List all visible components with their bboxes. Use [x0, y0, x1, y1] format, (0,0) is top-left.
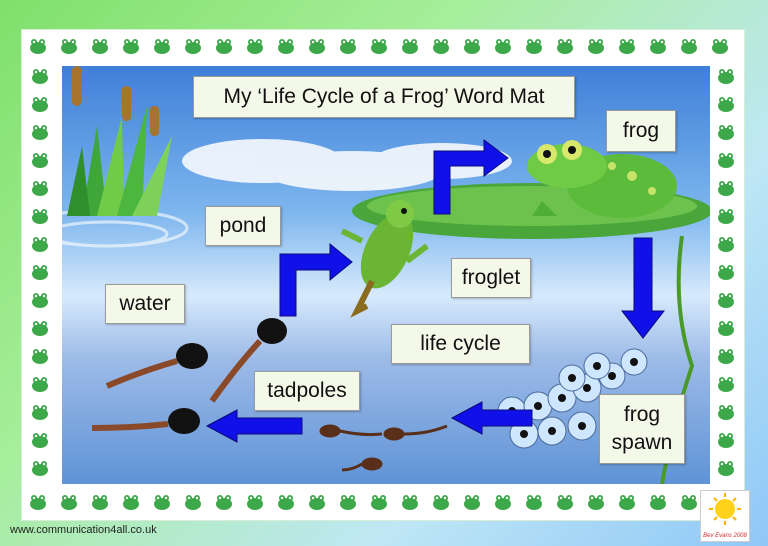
- border-frog-icon: [646, 490, 670, 514]
- border-frog-icon: [28, 288, 52, 312]
- reeds-icon: [67, 66, 172, 216]
- border-frog-icon: [243, 490, 267, 514]
- border-frog-icon: [714, 148, 738, 172]
- adult-frog-icon: [527, 140, 677, 218]
- border-frog-icon: [714, 428, 738, 452]
- arrow-spawn-to-tadpoles: [450, 401, 533, 435]
- border-frog-icon: [615, 34, 639, 58]
- sun-logo: Bev Evans 2008: [700, 490, 750, 542]
- border-frog-icon: [553, 490, 577, 514]
- page-title: My ‘Life Cycle of a Frog’ Word Mat: [193, 76, 575, 118]
- arrow-tadpoles-left: [205, 409, 303, 443]
- border-frog-icon: [708, 34, 732, 58]
- border-frog-icon: [714, 316, 738, 340]
- border-frog-icon: [150, 34, 174, 58]
- border-frog-icon: [429, 34, 453, 58]
- border-frog-icon: [714, 344, 738, 368]
- border-frog-icon: [584, 490, 608, 514]
- border-frog-icon: [714, 372, 738, 396]
- border-frog-icon: [584, 34, 608, 58]
- border-frog-icon: [714, 120, 738, 144]
- border-frog-icon: [26, 490, 50, 514]
- border-frog-icon: [28, 120, 52, 144]
- border-frog-icon: [714, 176, 738, 200]
- tadpole-icon: [91, 318, 287, 434]
- border-frog-icon: [677, 34, 701, 58]
- sun-icon: [709, 493, 741, 525]
- border-frog-icon: [429, 490, 453, 514]
- frog-spawn-icon: [497, 348, 648, 449]
- border-frog-icon: [28, 204, 52, 228]
- border-frog-icon: [28, 148, 52, 172]
- border-frog-icon: [714, 288, 738, 312]
- label-life-cycle: life cycle: [391, 324, 530, 364]
- label-froglet: froglet: [451, 258, 531, 298]
- border-frog-icon: [28, 428, 52, 452]
- border-frog-icon: [522, 34, 546, 58]
- border-frog-icon: [28, 456, 52, 480]
- border-frog-icon: [57, 34, 81, 58]
- border-frog-icon: [714, 92, 738, 116]
- border-frog-icon: [119, 490, 143, 514]
- border-frog-icon: [28, 260, 52, 284]
- border-frog-icon: [28, 232, 52, 256]
- small-tadpoles-icon: [319, 424, 448, 472]
- border-frog-icon: [88, 490, 112, 514]
- froglet-icon: [340, 200, 429, 318]
- border-frog-icon: [57, 490, 81, 514]
- border-frog-icon: [28, 92, 52, 116]
- border-frog-icon: [460, 34, 484, 58]
- border-frog-icon: [677, 490, 701, 514]
- border-frog-icon: [615, 490, 639, 514]
- border-frog-icon: [553, 34, 577, 58]
- border-frog-icon: [491, 490, 515, 514]
- border-frog-icon: [491, 34, 515, 58]
- border-frog-icon: [398, 490, 422, 514]
- border-frog-icon: [88, 34, 112, 58]
- border-frog-icon: [28, 372, 52, 396]
- border-frog-icon: [28, 316, 52, 340]
- border-frog-icon: [336, 34, 360, 58]
- border-frog-icon: [305, 34, 329, 58]
- border-frog-icon: [367, 34, 391, 58]
- border-frog-icon: [398, 34, 422, 58]
- border-frog-icon: [243, 34, 267, 58]
- border-frog-icon: [336, 490, 360, 514]
- border-frog-icon: [150, 490, 174, 514]
- border-frog-icon: [181, 490, 205, 514]
- border-frog-icon: [714, 232, 738, 256]
- border-frog-icon: [714, 260, 738, 284]
- border-frog-icon: [522, 490, 546, 514]
- border-frog-icon: [28, 400, 52, 424]
- border-frog-icon: [367, 490, 391, 514]
- scene-illustration: [62, 66, 710, 484]
- border-frog-icon: [119, 34, 143, 58]
- arrow-frog-to-spawn: [620, 237, 666, 339]
- label-pond: pond: [205, 206, 281, 246]
- border-frog-icon: [714, 456, 738, 480]
- border-frog-icon: [274, 490, 298, 514]
- border-frog-icon: [26, 34, 50, 58]
- logo-credit: Bev Evans 2008: [703, 533, 747, 539]
- border-frog-icon: [305, 490, 329, 514]
- label-frog-spawn: frog spawn: [599, 394, 685, 464]
- label-water: water: [105, 284, 185, 324]
- border-frog-icon: [274, 34, 298, 58]
- border-frog-icon: [714, 400, 738, 424]
- label-tadpoles: tadpoles: [254, 371, 360, 411]
- border-frog-icon: [28, 176, 52, 200]
- label-frog: frog: [606, 110, 676, 152]
- border-frog-icon: [212, 490, 236, 514]
- arrow-froglet-to-frog: [433, 139, 509, 215]
- border-frog-icon: [28, 64, 52, 88]
- website-footer: www.communication4all.co.uk: [10, 524, 157, 536]
- border-frog-icon: [460, 490, 484, 514]
- border-frog-icon: [646, 34, 670, 58]
- border-frog-icon: [212, 34, 236, 58]
- border-frog-icon: [714, 64, 738, 88]
- border-frog-icon: [714, 204, 738, 228]
- border-frog-icon: [181, 34, 205, 58]
- border-frog-icon: [28, 344, 52, 368]
- arrow-tadpoles-to-froglet: [279, 242, 353, 317]
